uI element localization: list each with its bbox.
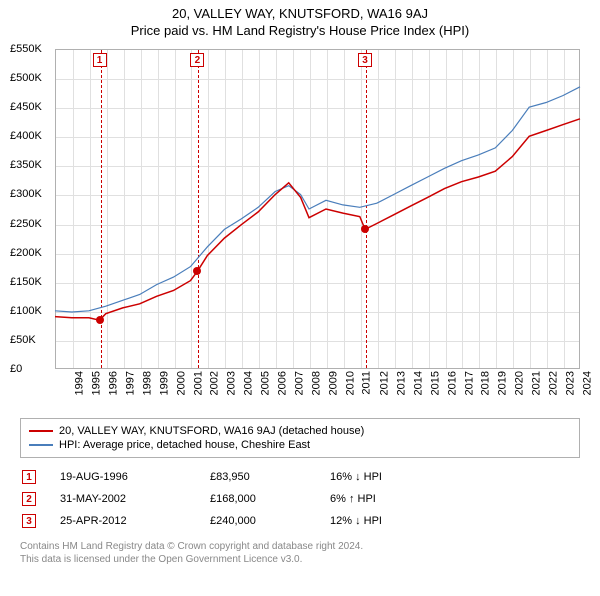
sale-event-hpi: 16% ↓ HPI bbox=[330, 471, 578, 483]
series-price_paid bbox=[55, 119, 580, 320]
legend-item: 20, VALLEY WAY, KNUTSFORD, WA16 9AJ (det… bbox=[29, 425, 571, 437]
footnote-line1: Contains HM Land Registry data © Crown c… bbox=[20, 540, 580, 553]
footnote-line2: This data is licensed under the Open Gov… bbox=[20, 553, 580, 566]
sale-event-price: £168,000 bbox=[210, 493, 330, 505]
legend-swatch bbox=[29, 444, 53, 446]
sale-event-hpi: 12% ↓ HPI bbox=[330, 515, 578, 527]
sale-marker-dot bbox=[96, 316, 104, 324]
sale-event-row: 3 25-APR-2012£240,00012% ↓ HPI bbox=[20, 510, 580, 532]
series-svg bbox=[10, 44, 590, 414]
legend-item: HPI: Average price, detached house, Ches… bbox=[29, 439, 571, 451]
series-hpi bbox=[55, 87, 580, 312]
sale-event-date: 19-AUG-1996 bbox=[60, 471, 210, 483]
sale-event-row: 2 31-MAY-2002£168,0006% ↑ HPI bbox=[20, 488, 580, 510]
sale-event-row: 1 19-AUG-1996£83,95016% ↓ HPI bbox=[20, 466, 580, 488]
sale-event-date: 31-MAY-2002 bbox=[60, 493, 210, 505]
title-address: 20, VALLEY WAY, KNUTSFORD, WA16 9AJ bbox=[0, 6, 600, 21]
sale-event-date: 25-APR-2012 bbox=[60, 515, 210, 527]
sale-event-price: £83,950 bbox=[210, 471, 330, 483]
legend: 20, VALLEY WAY, KNUTSFORD, WA16 9AJ (det… bbox=[20, 418, 580, 458]
chart: £0£50K£100K£150K£200K£250K£300K£350K£400… bbox=[10, 44, 590, 414]
sale-marker-badge: 2 bbox=[190, 53, 204, 67]
sale-marker-dot bbox=[193, 267, 201, 275]
sale-event-hpi: 6% ↑ HPI bbox=[330, 493, 578, 505]
footnote: Contains HM Land Registry data © Crown c… bbox=[20, 540, 580, 566]
sales-events-table: 1 19-AUG-1996£83,95016% ↓ HPI 2 31-MAY-2002… bbox=[20, 466, 580, 532]
sale-event-badge: 1 bbox=[22, 470, 36, 484]
sale-marker-badge: 1 bbox=[93, 53, 107, 67]
sale-event-price: £240,000 bbox=[210, 515, 330, 527]
legend-swatch bbox=[29, 430, 53, 432]
legend-label: HPI: Average price, detached house, Ches… bbox=[59, 439, 310, 451]
title-subtitle: Price paid vs. HM Land Registry's House … bbox=[0, 23, 600, 38]
sale-marker-dot bbox=[361, 225, 369, 233]
sale-marker-badge: 3 bbox=[358, 53, 372, 67]
sale-event-badge: 2 bbox=[22, 492, 36, 506]
legend-label: 20, VALLEY WAY, KNUTSFORD, WA16 9AJ (det… bbox=[59, 425, 364, 437]
sale-event-badge: 3 bbox=[22, 514, 36, 528]
